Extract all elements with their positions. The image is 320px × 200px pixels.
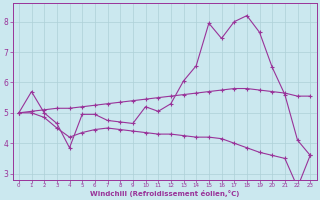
X-axis label: Windchill (Refroidissement éolien,°C): Windchill (Refroidissement éolien,°C) (90, 190, 239, 197)
